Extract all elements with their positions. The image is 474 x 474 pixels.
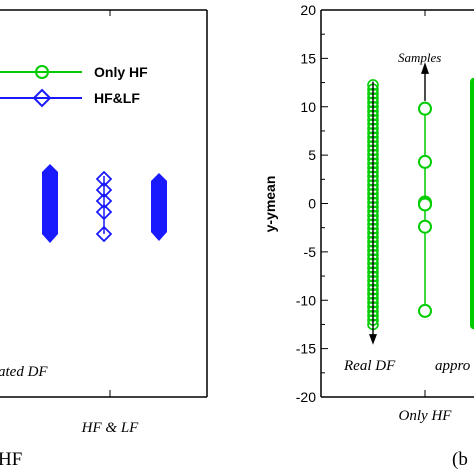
right-x-tick-label: Only HF — [399, 408, 453, 424]
left-caption: HF — [0, 449, 22, 470]
real-df-arrowhead — [369, 334, 377, 345]
y-tick-label: 10 — [300, 99, 316, 115]
series-hf-lf-point — [95, 181, 113, 199]
appro-column — [470, 77, 474, 330]
samples-point — [418, 219, 432, 234]
samples-point — [418, 197, 432, 212]
annotation-appro: appro — [435, 358, 471, 374]
y-tick-label: 15 — [300, 50, 316, 66]
legend-marker-only-hf — [35, 65, 49, 79]
series-column-hf-lf-2 — [151, 173, 167, 241]
samples-point — [418, 154, 432, 169]
legend-label-hf-lf: HF&LF — [94, 90, 140, 106]
annotation-real-df: Real DF — [343, 358, 396, 374]
series-column-hf-lf-1 — [42, 164, 58, 243]
samples-arrowhead — [421, 62, 429, 74]
y-tick-label: -20 — [296, 389, 316, 405]
y-tick-label: 20 — [300, 2, 316, 18]
left-panel: Only HF HF&LF ated DF HF & LF HF — [0, 9, 208, 470]
right-plot-area — [367, 62, 474, 345]
left-legend: Only HF HF&LF — [0, 64, 148, 108]
series-hf-lf-point — [95, 203, 113, 221]
y-tick-label: -10 — [296, 292, 316, 308]
left-annotation: ated DF — [0, 364, 48, 380]
legend-label-only-hf: Only HF — [94, 64, 148, 80]
right-panel: -20 -15 -10 -5 0 5 10 15 20 y-ymean Samples Real… — [262, 2, 474, 470]
y-axis: -20 -15 -10 -5 0 5 10 15 20 — [296, 2, 328, 405]
series-hf-lf-samples — [95, 170, 113, 243]
y-tick-label: 0 — [308, 196, 316, 212]
samples-point — [418, 303, 432, 318]
y-axis-title: y-ymean — [262, 176, 278, 233]
series-hf-lf-point — [95, 225, 113, 243]
y-tick-label: -15 — [296, 341, 316, 357]
series-hf-lf-point — [95, 170, 113, 188]
y-tick-label: -5 — [304, 244, 317, 260]
left-x-tick-label: HF & LF — [81, 420, 140, 436]
y-tick-label: 5 — [308, 147, 316, 163]
right-caption: (b — [452, 449, 468, 470]
annotation-samples: Samples — [398, 50, 441, 65]
samples-point — [418, 101, 432, 116]
series-hf-lf-point — [95, 192, 113, 210]
legend-marker-hf-lf — [32, 88, 52, 108]
